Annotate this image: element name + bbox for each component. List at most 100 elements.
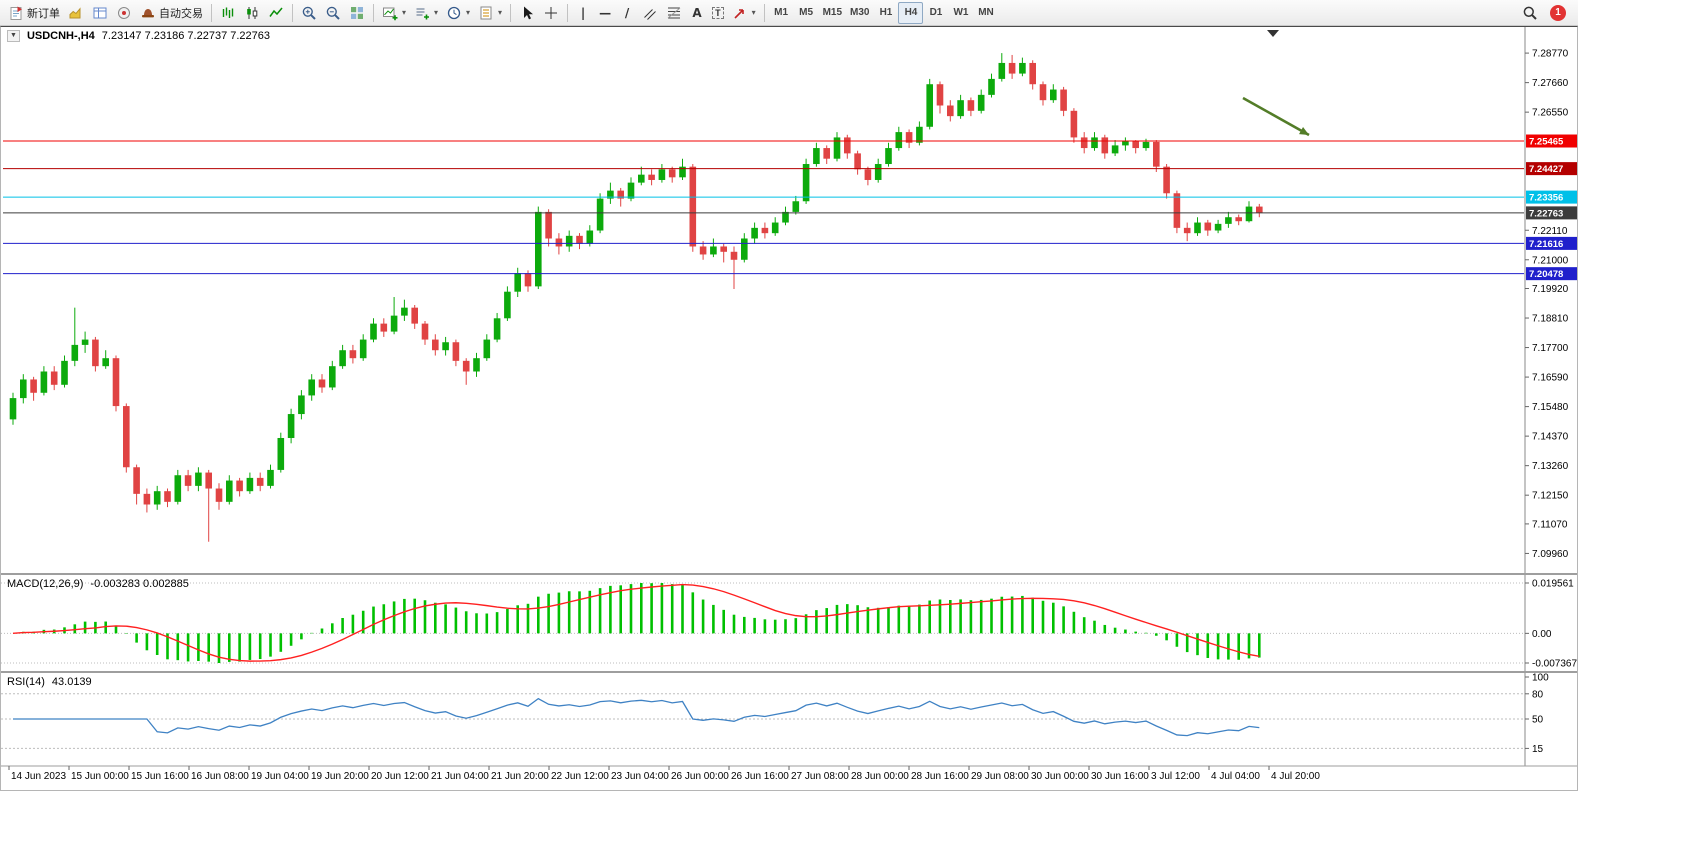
timeframe-d1-button[interactable]: D1	[923, 2, 948, 24]
candle-body	[143, 493, 151, 505]
trendline-tool-button[interactable]: /	[616, 2, 638, 24]
fibonacci-tool-button[interactable]	[662, 2, 686, 24]
svg-text:7.14370: 7.14370	[1532, 432, 1569, 443]
periods-button[interactable]: ▾	[442, 2, 474, 24]
price-badge-7.24427[interactable]	[1526, 162, 1577, 176]
candle-body	[339, 350, 346, 367]
svg-text:7.17700: 7.17700	[1532, 343, 1569, 354]
autotrading-button[interactable]: 自动交易	[136, 2, 207, 24]
candle-body	[977, 94, 985, 111]
candle-body	[153, 491, 161, 505]
timeframe-m15-button[interactable]: M15	[819, 2, 846, 24]
candle-body	[473, 358, 480, 372]
candle-body	[1008, 62, 1016, 74]
price-badge-7.22763[interactable]	[1526, 206, 1577, 220]
vertical-line-icon: |	[580, 5, 586, 20]
trendline-icon: /	[624, 5, 630, 20]
candle-body	[483, 339, 491, 359]
search-button[interactable]	[1518, 2, 1542, 24]
text-tool-button[interactable]: A	[686, 2, 708, 24]
svg-text:4 Jul 04:00: 4 Jul 04:00	[1211, 771, 1260, 782]
candle-body	[102, 358, 109, 367]
candle-body	[71, 344, 79, 361]
candle-body	[318, 379, 326, 388]
templates-button[interactable]: ▾	[474, 2, 506, 24]
candle-body	[689, 166, 697, 247]
line-chart-button[interactable]	[264, 2, 288, 24]
candle-body	[514, 273, 521, 292]
candle-body	[50, 371, 58, 385]
candle-body	[761, 227, 769, 234]
chart-canvas[interactable]: 7.28770 7.27660 7.26550 7.22110 7.21000 7.199…	[1, 27, 1577, 790]
new-chart-button[interactable]: ▾	[378, 2, 410, 24]
timeframe-m5-button[interactable]: M5	[794, 2, 819, 24]
timeframe-w1-button[interactable]: W1	[948, 2, 973, 24]
svg-text:7.27660: 7.27660	[1532, 78, 1569, 89]
candle-body	[61, 360, 68, 385]
svg-text:21 Jun 04:00: 21 Jun 04:00	[431, 771, 489, 782]
svg-text:27 Jun 08:00: 27 Jun 08:00	[791, 771, 849, 782]
price-badge-7.23356[interactable]	[1526, 190, 1577, 204]
annotation-arrow[interactable]	[1242, 96, 1310, 137]
candlestick-chart-button[interactable]	[240, 2, 264, 24]
candle-body	[1256, 206, 1263, 213]
indicators-button[interactable]: ▾	[410, 2, 442, 24]
autotrading-hat-icon	[142, 8, 154, 17]
new-chart-icon	[383, 7, 398, 20]
timeframe-h4-button[interactable]: H4	[898, 1, 924, 24]
candle-body	[236, 480, 243, 492]
chart-shift-marker[interactable]	[1267, 30, 1279, 37]
candle-body	[30, 379, 37, 393]
vertical-line-tool-button[interactable]: |	[572, 2, 594, 24]
tile-windows-icon	[351, 6, 363, 19]
market-watch-button[interactable]	[64, 2, 88, 24]
candle-body	[1019, 62, 1026, 74]
candle-body	[226, 480, 233, 502]
price-badge-7.21616[interactable]	[1526, 236, 1577, 250]
bar-chart-button[interactable]	[216, 2, 240, 24]
candle-body	[1039, 84, 1047, 101]
zoom-out-icon	[326, 6, 340, 20]
timeframe-mn-button[interactable]: MN	[973, 2, 998, 24]
horizontal-line-tool-button[interactable]: —	[594, 2, 616, 24]
candle-body	[1194, 222, 1201, 234]
candle-body	[359, 339, 367, 359]
candle-body	[751, 227, 758, 239]
svg-text:4 Jul 20:00: 4 Jul 20:00	[1271, 771, 1320, 782]
candle-body	[401, 307, 408, 316]
svg-text:15 Jun 16:00: 15 Jun 16:00	[131, 771, 189, 782]
svg-text:19 Jun 04:00: 19 Jun 04:00	[251, 771, 309, 782]
zoom-out-button[interactable]	[321, 2, 345, 24]
cursor-button[interactable]	[515, 2, 539, 24]
price-badge-7.20478[interactable]	[1526, 267, 1577, 281]
candle-body	[267, 469, 274, 486]
timeframe-m1-button[interactable]: M1	[769, 2, 794, 24]
candle-body	[854, 153, 861, 170]
dropdown-caret-icon: ▾	[466, 8, 471, 17]
zoom-in-button[interactable]	[297, 2, 321, 24]
navigator-button[interactable]	[112, 2, 136, 24]
notification-badge[interactable]: 1	[1550, 4, 1566, 21]
timeframe-m30-button[interactable]: M30	[846, 2, 873, 24]
candle-body	[535, 211, 542, 287]
svg-text:21 Jun 20:00: 21 Jun 20:00	[491, 771, 549, 782]
toolbar-separator	[373, 3, 374, 22]
arrows-tool-button[interactable]: ▾	[728, 2, 760, 24]
candle-body	[287, 414, 295, 438]
timeframe-h1-button[interactable]: H1	[873, 2, 898, 24]
zoom-in-icon	[302, 6, 316, 20]
channel-tool-button[interactable]	[638, 2, 662, 24]
crosshair-button[interactable]	[539, 2, 563, 24]
data-window-button[interactable]	[88, 2, 112, 24]
line-chart-icon	[269, 7, 283, 17]
new-order-label: 新订单	[27, 7, 60, 20]
svg-text:28 Jun 16:00: 28 Jun 16:00	[911, 771, 969, 782]
candle-body	[442, 342, 449, 351]
svg-text:7.12150: 7.12150	[1532, 491, 1569, 502]
symbol-dropdown-icon[interactable]: ▼	[7, 30, 20, 42]
price-badge-7.25465[interactable]	[1526, 134, 1577, 148]
tile-windows-button[interactable]	[345, 2, 369, 24]
new-order-button[interactable]: 新订单	[4, 2, 64, 24]
candle-body	[298, 395, 305, 415]
label-tool-button[interactable]: T	[708, 2, 728, 24]
